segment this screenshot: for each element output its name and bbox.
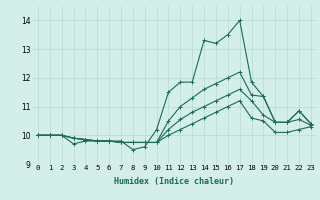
X-axis label: Humidex (Indice chaleur): Humidex (Indice chaleur) (115, 177, 234, 186)
